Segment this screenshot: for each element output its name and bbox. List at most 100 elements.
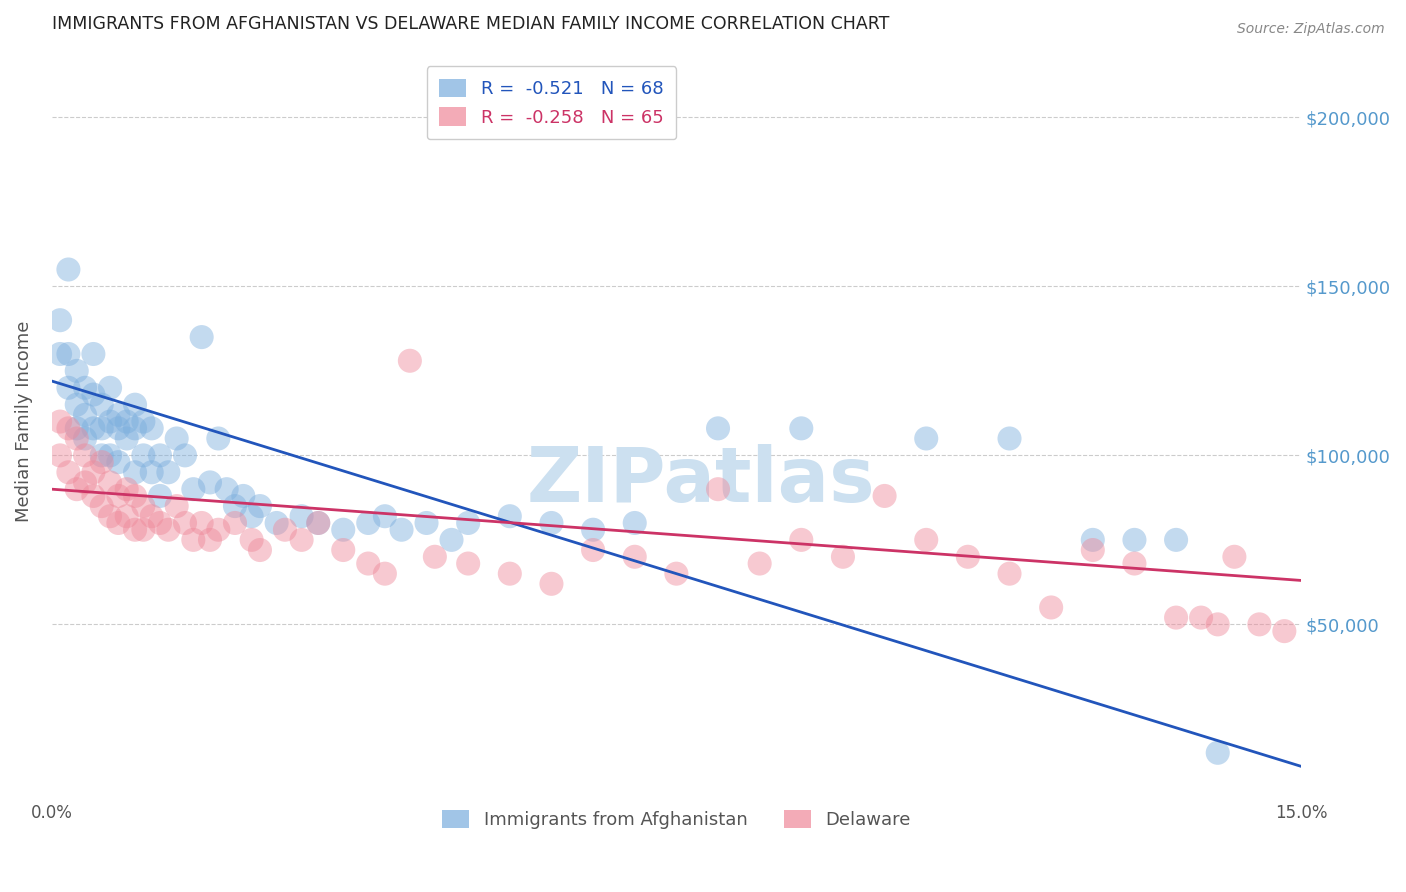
Point xyxy=(149,449,172,463)
Point xyxy=(98,381,121,395)
Point xyxy=(82,465,104,479)
Point xyxy=(98,415,121,429)
Point xyxy=(832,549,855,564)
Point xyxy=(1164,533,1187,547)
Point xyxy=(90,455,112,469)
Point xyxy=(66,364,89,378)
Point xyxy=(707,421,730,435)
Point xyxy=(124,489,146,503)
Point xyxy=(357,557,380,571)
Point xyxy=(98,449,121,463)
Point xyxy=(115,509,138,524)
Point xyxy=(374,566,396,581)
Point xyxy=(75,408,97,422)
Point xyxy=(82,387,104,401)
Point xyxy=(1081,543,1104,558)
Point xyxy=(274,523,297,537)
Point xyxy=(174,449,197,463)
Point xyxy=(457,516,479,530)
Point xyxy=(249,499,271,513)
Point xyxy=(240,533,263,547)
Point xyxy=(49,313,72,327)
Point xyxy=(183,482,205,496)
Point xyxy=(115,482,138,496)
Point xyxy=(49,415,72,429)
Point xyxy=(157,523,180,537)
Point xyxy=(124,523,146,537)
Point xyxy=(141,465,163,479)
Point xyxy=(665,566,688,581)
Point xyxy=(149,516,172,530)
Point xyxy=(66,432,89,446)
Point xyxy=(499,509,522,524)
Point xyxy=(582,543,605,558)
Point xyxy=(115,432,138,446)
Point xyxy=(307,516,329,530)
Point xyxy=(391,523,413,537)
Point xyxy=(224,499,246,513)
Point xyxy=(49,449,72,463)
Point xyxy=(157,465,180,479)
Point xyxy=(374,509,396,524)
Point xyxy=(332,543,354,558)
Point xyxy=(440,533,463,547)
Point xyxy=(141,509,163,524)
Point xyxy=(190,516,212,530)
Point xyxy=(332,523,354,537)
Point xyxy=(149,489,172,503)
Point xyxy=(90,398,112,412)
Point xyxy=(873,489,896,503)
Point xyxy=(1272,624,1295,639)
Point xyxy=(1123,557,1146,571)
Point xyxy=(1164,610,1187,624)
Point xyxy=(1223,549,1246,564)
Point xyxy=(748,557,770,571)
Point xyxy=(540,516,562,530)
Point xyxy=(183,533,205,547)
Point xyxy=(1081,533,1104,547)
Point xyxy=(58,421,80,435)
Point xyxy=(82,421,104,435)
Point xyxy=(623,516,645,530)
Point xyxy=(207,432,229,446)
Point xyxy=(291,533,314,547)
Point xyxy=(132,449,155,463)
Point xyxy=(232,489,254,503)
Point xyxy=(198,533,221,547)
Point xyxy=(1123,533,1146,547)
Point xyxy=(357,516,380,530)
Point xyxy=(82,489,104,503)
Point xyxy=(1040,600,1063,615)
Point xyxy=(1249,617,1271,632)
Point xyxy=(58,347,80,361)
Point xyxy=(90,421,112,435)
Point xyxy=(915,432,938,446)
Point xyxy=(1206,617,1229,632)
Point xyxy=(540,576,562,591)
Point xyxy=(266,516,288,530)
Point xyxy=(399,353,422,368)
Point xyxy=(124,398,146,412)
Point xyxy=(58,381,80,395)
Point xyxy=(166,499,188,513)
Point xyxy=(790,421,813,435)
Point xyxy=(582,523,605,537)
Point xyxy=(75,449,97,463)
Point xyxy=(75,381,97,395)
Text: ZIPatlas: ZIPatlas xyxy=(527,444,876,518)
Point xyxy=(98,475,121,490)
Point xyxy=(141,421,163,435)
Point xyxy=(240,509,263,524)
Point xyxy=(190,330,212,344)
Point xyxy=(107,408,129,422)
Point xyxy=(107,421,129,435)
Point xyxy=(1189,610,1212,624)
Point xyxy=(790,533,813,547)
Point xyxy=(457,557,479,571)
Point xyxy=(415,516,437,530)
Point xyxy=(49,347,72,361)
Text: Source: ZipAtlas.com: Source: ZipAtlas.com xyxy=(1237,22,1385,37)
Point xyxy=(198,475,221,490)
Point xyxy=(82,347,104,361)
Point xyxy=(249,543,271,558)
